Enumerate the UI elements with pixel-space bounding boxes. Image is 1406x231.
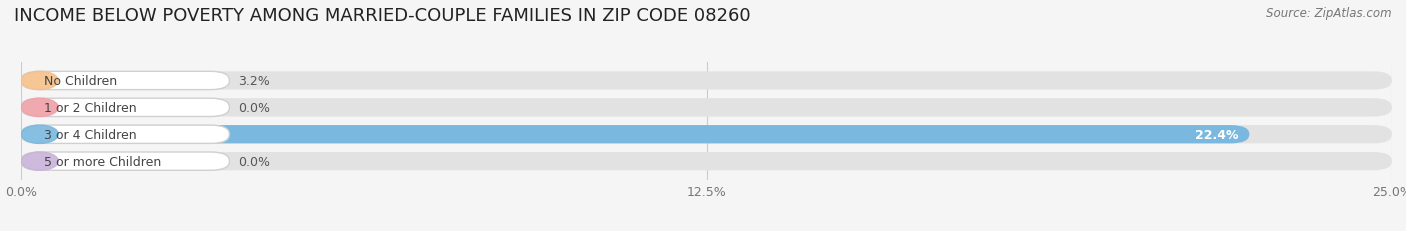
Text: No Children: No Children bbox=[45, 75, 118, 88]
Text: Source: ZipAtlas.com: Source: ZipAtlas.com bbox=[1267, 7, 1392, 20]
FancyBboxPatch shape bbox=[21, 72, 197, 90]
FancyBboxPatch shape bbox=[21, 126, 1392, 144]
Circle shape bbox=[21, 126, 59, 144]
Circle shape bbox=[21, 99, 59, 117]
Circle shape bbox=[21, 72, 59, 90]
Text: 3 or 4 Children: 3 or 4 Children bbox=[45, 128, 136, 141]
FancyBboxPatch shape bbox=[21, 72, 1392, 90]
Text: 0.0%: 0.0% bbox=[238, 155, 270, 168]
FancyBboxPatch shape bbox=[21, 99, 1392, 117]
FancyBboxPatch shape bbox=[21, 72, 229, 90]
FancyBboxPatch shape bbox=[21, 126, 229, 144]
Text: INCOME BELOW POVERTY AMONG MARRIED-COUPLE FAMILIES IN ZIP CODE 08260: INCOME BELOW POVERTY AMONG MARRIED-COUPL… bbox=[14, 7, 751, 25]
Text: 0.0%: 0.0% bbox=[238, 101, 270, 114]
FancyBboxPatch shape bbox=[21, 99, 229, 117]
Text: 5 or more Children: 5 or more Children bbox=[45, 155, 162, 168]
Text: 22.4%: 22.4% bbox=[1195, 128, 1239, 141]
Text: 3.2%: 3.2% bbox=[238, 75, 270, 88]
FancyBboxPatch shape bbox=[21, 126, 1250, 144]
FancyBboxPatch shape bbox=[21, 152, 1392, 170]
FancyBboxPatch shape bbox=[21, 152, 229, 170]
Circle shape bbox=[21, 152, 59, 170]
Text: 1 or 2 Children: 1 or 2 Children bbox=[45, 101, 136, 114]
